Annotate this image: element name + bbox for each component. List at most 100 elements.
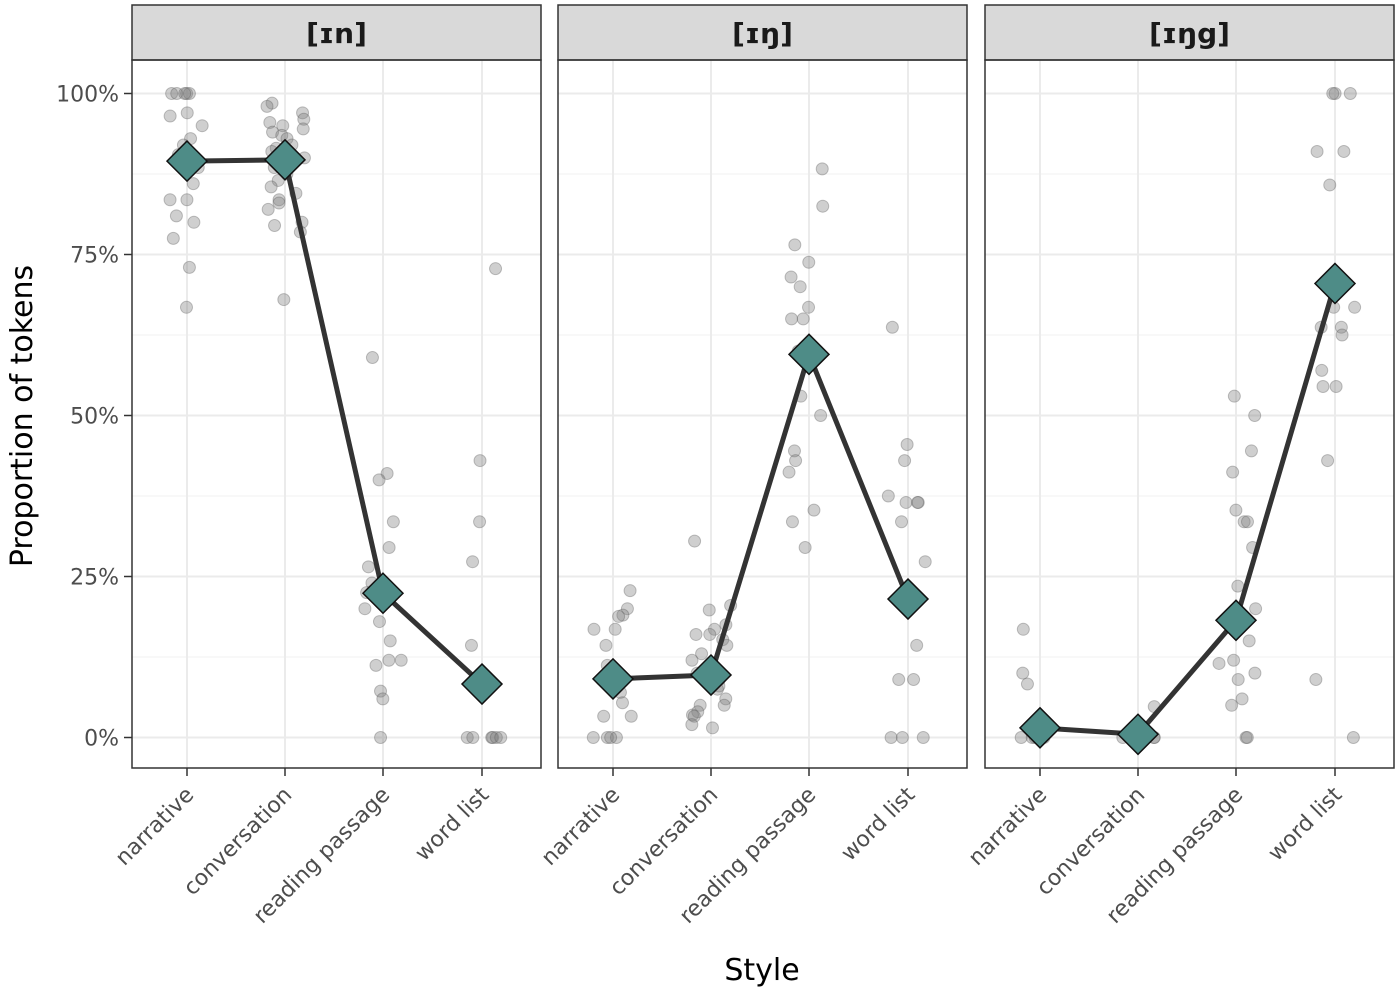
mean-marker [263,138,307,181]
data-point [624,709,638,723]
data-point [268,219,282,233]
data-point [1326,87,1340,100]
data-point [297,112,311,126]
data-point [195,119,209,133]
data-point [1014,731,1028,744]
data-point [1334,320,1348,334]
data-point [898,454,912,468]
panel-frame [557,59,968,769]
data-point [1231,673,1245,687]
data-point [802,300,816,314]
data-point [261,202,275,216]
mean-marker [591,657,635,700]
data-point [685,653,699,667]
mean-line [1039,282,1338,737]
data-point [466,555,480,569]
mean-marker [886,577,930,621]
data-point [1316,380,1330,394]
data-point [798,541,812,555]
data-point [464,638,478,652]
mean-marker [1214,599,1258,642]
data-point [264,180,278,194]
data-point [885,320,899,334]
strip-label: [ɪn] [306,17,367,50]
data-point [685,718,699,732]
data-point [793,280,807,294]
data-point [789,454,803,468]
data-point [374,731,388,744]
data-point [386,515,400,529]
data-point [1212,656,1226,670]
data-point [895,515,909,529]
data-point [1248,409,1262,422]
data-point [361,560,375,574]
data-point [911,495,925,509]
data-point [787,444,801,458]
data-point [179,300,193,314]
strip-background [984,4,1395,61]
data-point [486,731,500,744]
mean-marker [165,140,209,183]
data-point [1020,677,1034,691]
data-point [785,515,799,529]
data-point [394,653,408,667]
data-point [1346,731,1360,744]
data-point [272,196,286,210]
data-point [814,409,828,422]
data-point [597,709,611,723]
panel-background [558,60,967,768]
data-point [916,731,930,744]
data-point [365,351,379,365]
data-point [816,199,830,213]
data-point [693,698,707,712]
data-point [473,515,487,529]
data-point [296,122,310,136]
x-tick-label: narrative [537,783,625,871]
mean-marker [1116,713,1160,756]
data-point [689,627,703,641]
data-point [599,638,613,652]
strip-label: [ɪŋg] [1149,17,1230,50]
panel-frame [984,59,1395,769]
data-point [494,731,508,744]
y-tick-label: 50% [70,405,119,430]
data-point [165,87,179,100]
data-point [1016,666,1030,680]
data-point [1225,698,1239,712]
data-point [166,231,180,245]
data-point [1337,144,1351,158]
data-point [163,109,177,123]
data-point [1235,692,1249,706]
data-point [266,125,280,139]
data-point [688,534,702,548]
data-point [186,177,200,191]
data-point [785,312,799,326]
data-point [687,709,701,723]
y-axis-title: Proportion of tokens [5,265,40,567]
data-point [1244,444,1258,458]
data-point [180,87,194,100]
data-point [473,454,487,468]
x-tick-label: narrative [111,783,199,871]
panel-frame [131,59,542,769]
data-point [275,128,289,142]
data-point [1242,634,1256,648]
data-point [782,465,796,479]
data-point [620,602,634,616]
mean-marker [460,662,504,706]
panel-background [132,60,541,768]
mean-line [612,351,911,682]
data-point [1226,465,1240,479]
data-point [784,270,798,284]
data-point [489,731,503,744]
data-point [369,658,383,672]
data-point [1348,300,1362,314]
data-point [1237,515,1251,529]
y-tick-label: 25% [70,566,119,591]
data-point [1329,380,1343,394]
